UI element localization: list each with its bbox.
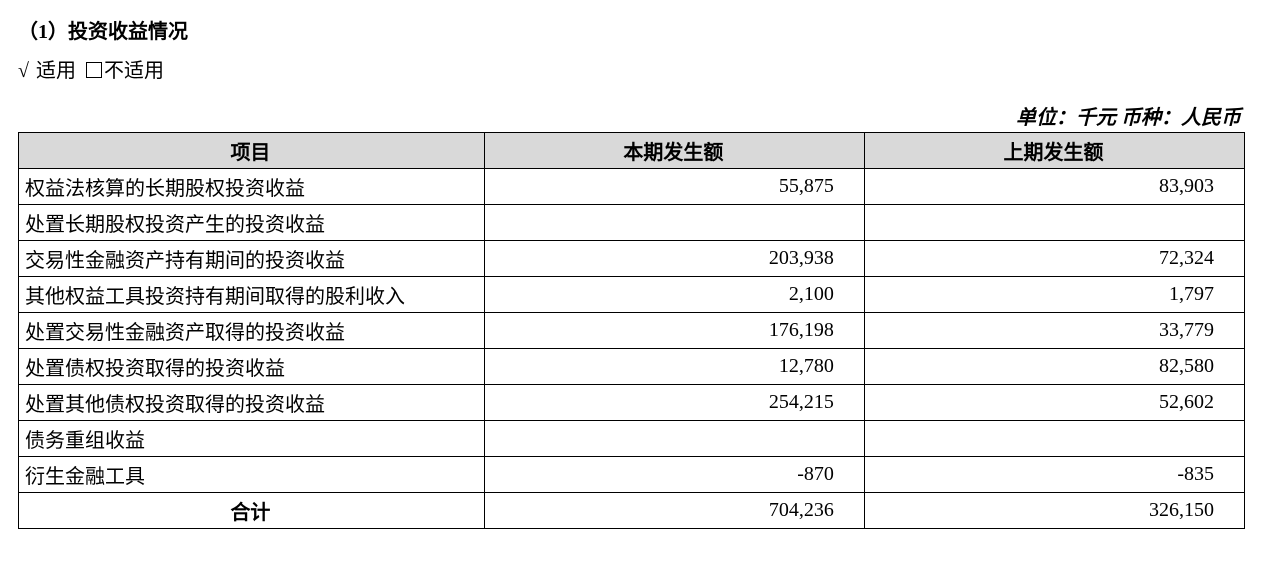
table-row: 交易性金融资产持有期间的投资收益 203,938 72,324 <box>19 241 1245 277</box>
row-item: 交易性金融资产持有期间的投资收益 <box>19 241 485 277</box>
table-row: 处置交易性金融资产取得的投资收益 176,198 33,779 <box>19 313 1245 349</box>
table-row: 衍生金融工具 -870 -835 <box>19 457 1245 493</box>
row-prior: 82,580 <box>864 349 1244 385</box>
row-item: 处置债权投资取得的投资收益 <box>19 349 485 385</box>
row-prior: -835 <box>864 457 1244 493</box>
table-row: 债务重组收益 <box>19 421 1245 457</box>
row-prior: 72,324 <box>864 241 1244 277</box>
row-current: 12,780 <box>484 349 864 385</box>
row-prior: 1,797 <box>864 277 1244 313</box>
row-item: 处置交易性金融资产取得的投资收益 <box>19 313 485 349</box>
total-label: 合计 <box>19 493 485 529</box>
row-current: 2,100 <box>484 277 864 313</box>
row-prior: 33,779 <box>864 313 1244 349</box>
row-current: -870 <box>484 457 864 493</box>
unit-currency-line: 单位：千元 币种：人民币 <box>18 101 1245 130</box>
table-row: 其他权益工具投资持有期间取得的股利收入 2,100 1,797 <box>19 277 1245 313</box>
row-current: 176,198 <box>484 313 864 349</box>
table-row: 处置债权投资取得的投资收益 12,780 82,580 <box>19 349 1245 385</box>
table-total-row: 合计 704,236 326,150 <box>19 493 1245 529</box>
row-prior: 52,602 <box>864 385 1244 421</box>
row-current: 254,215 <box>484 385 864 421</box>
table-row: 处置其他债权投资取得的投资收益 254,215 52,602 <box>19 385 1245 421</box>
row-prior <box>864 205 1244 241</box>
row-prior <box>864 421 1244 457</box>
not-applicable-label: 不适用 <box>104 60 164 82</box>
applicable-label: 适用 <box>36 60 76 82</box>
checkbox-empty-icon <box>86 62 102 78</box>
row-item: 债务重组收益 <box>19 421 485 457</box>
row-current: 55,875 <box>484 169 864 205</box>
row-item: 其他权益工具投资持有期间取得的股利收入 <box>19 277 485 313</box>
row-prior: 83,903 <box>864 169 1244 205</box>
row-item: 处置长期股权投资产生的投资收益 <box>19 205 485 241</box>
col-header-prior: 上期发生额 <box>864 133 1244 169</box>
col-header-item: 项目 <box>19 133 485 169</box>
col-header-current: 本期发生额 <box>484 133 864 169</box>
total-prior: 326,150 <box>864 493 1244 529</box>
table-row: 权益法核算的长期股权投资收益 55,875 83,903 <box>19 169 1245 205</box>
row-item: 衍生金融工具 <box>19 457 485 493</box>
section-title: （1）投资收益情况 <box>18 15 1245 44</box>
check-mark-icon: √ <box>18 60 36 83</box>
applicable-line: √适用 不适用 <box>18 54 1245 83</box>
row-current: 203,938 <box>484 241 864 277</box>
row-current <box>484 205 864 241</box>
total-current: 704,236 <box>484 493 864 529</box>
table-row: 处置长期股权投资产生的投资收益 <box>19 205 1245 241</box>
row-item: 处置其他债权投资取得的投资收益 <box>19 385 485 421</box>
row-current <box>484 421 864 457</box>
investment-income-table: 项目 本期发生额 上期发生额 权益法核算的长期股权投资收益 55,875 83,… <box>18 132 1245 529</box>
table-header-row: 项目 本期发生额 上期发生额 <box>19 133 1245 169</box>
row-item: 权益法核算的长期股权投资收益 <box>19 169 485 205</box>
